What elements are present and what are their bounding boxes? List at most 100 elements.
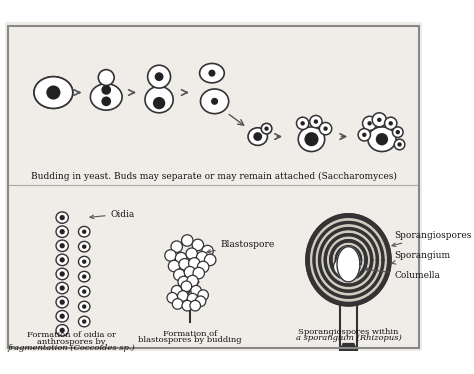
Circle shape <box>368 249 372 252</box>
Circle shape <box>330 276 333 279</box>
Circle shape <box>357 264 361 267</box>
Circle shape <box>341 254 345 258</box>
Circle shape <box>344 233 347 237</box>
Circle shape <box>353 256 356 260</box>
Circle shape <box>346 245 349 249</box>
Circle shape <box>329 290 332 294</box>
Circle shape <box>345 239 348 243</box>
Circle shape <box>171 241 182 252</box>
Circle shape <box>356 216 360 220</box>
Text: Formation of: Formation of <box>163 329 217 338</box>
Circle shape <box>352 240 356 243</box>
Circle shape <box>355 268 358 272</box>
Circle shape <box>351 277 355 280</box>
Circle shape <box>211 98 218 105</box>
Circle shape <box>349 252 353 255</box>
Circle shape <box>153 97 165 109</box>
Circle shape <box>364 252 367 256</box>
Circle shape <box>326 288 329 291</box>
Circle shape <box>344 277 347 280</box>
Circle shape <box>353 257 356 261</box>
Circle shape <box>308 269 311 272</box>
Circle shape <box>336 273 339 276</box>
Circle shape <box>380 246 383 250</box>
Circle shape <box>349 271 353 275</box>
Circle shape <box>360 292 364 296</box>
Circle shape <box>326 221 329 224</box>
Circle shape <box>372 233 376 236</box>
Circle shape <box>358 255 362 258</box>
Circle shape <box>348 301 352 305</box>
Circle shape <box>367 246 371 250</box>
Circle shape <box>333 238 336 242</box>
Circle shape <box>82 319 86 324</box>
Circle shape <box>379 245 383 248</box>
Circle shape <box>329 226 332 230</box>
Circle shape <box>356 242 360 246</box>
Circle shape <box>313 251 316 255</box>
Circle shape <box>368 237 372 240</box>
Circle shape <box>370 223 374 226</box>
Circle shape <box>372 224 375 228</box>
Text: Sporangium: Sporangium <box>391 251 450 264</box>
Circle shape <box>364 226 367 229</box>
Circle shape <box>335 230 338 233</box>
Circle shape <box>46 86 60 99</box>
Circle shape <box>155 72 164 81</box>
Circle shape <box>326 247 329 251</box>
Circle shape <box>334 217 337 221</box>
Circle shape <box>387 254 390 257</box>
Circle shape <box>370 258 374 262</box>
Circle shape <box>350 264 354 267</box>
Circle shape <box>307 255 310 258</box>
Circle shape <box>313 265 316 269</box>
Circle shape <box>356 275 359 278</box>
Circle shape <box>363 218 366 222</box>
Circle shape <box>357 288 360 291</box>
Circle shape <box>334 293 337 296</box>
Circle shape <box>351 253 355 257</box>
Circle shape <box>335 258 338 261</box>
Circle shape <box>373 272 376 276</box>
Circle shape <box>364 254 367 258</box>
Circle shape <box>351 270 355 273</box>
Circle shape <box>372 242 375 246</box>
Circle shape <box>341 256 344 260</box>
Circle shape <box>396 130 400 134</box>
Circle shape <box>342 233 345 237</box>
Circle shape <box>378 273 382 277</box>
Circle shape <box>189 258 200 269</box>
Circle shape <box>358 287 362 290</box>
Circle shape <box>370 258 374 262</box>
Circle shape <box>326 280 329 283</box>
Circle shape <box>353 260 356 264</box>
Circle shape <box>364 291 367 294</box>
Circle shape <box>335 262 339 266</box>
Circle shape <box>356 222 359 226</box>
Ellipse shape <box>200 64 224 83</box>
Circle shape <box>345 221 348 224</box>
Text: fragmentation (Coccoides sp.): fragmentation (Coccoides sp.) <box>7 344 135 352</box>
Circle shape <box>332 285 335 288</box>
Circle shape <box>368 267 372 271</box>
Circle shape <box>337 275 341 278</box>
Circle shape <box>348 215 352 218</box>
Circle shape <box>82 230 86 234</box>
Circle shape <box>355 215 358 219</box>
Circle shape <box>386 267 390 271</box>
Circle shape <box>353 256 356 260</box>
Circle shape <box>325 248 329 252</box>
Circle shape <box>361 285 365 289</box>
Circle shape <box>344 252 348 255</box>
Circle shape <box>369 238 373 242</box>
Circle shape <box>370 260 374 263</box>
Circle shape <box>198 290 209 300</box>
Circle shape <box>349 289 353 293</box>
Circle shape <box>347 245 351 249</box>
Circle shape <box>375 289 378 292</box>
Circle shape <box>204 254 216 266</box>
Circle shape <box>345 251 349 255</box>
Circle shape <box>356 251 360 254</box>
Circle shape <box>349 227 353 230</box>
Circle shape <box>332 224 336 228</box>
